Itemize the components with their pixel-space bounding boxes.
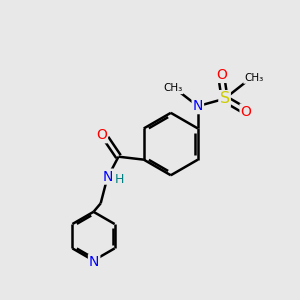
Text: CH₃: CH₃ <box>163 83 182 93</box>
Text: N: N <box>89 255 99 269</box>
Text: N: N <box>193 99 203 113</box>
Text: N: N <box>103 169 113 184</box>
Text: S: S <box>220 91 230 106</box>
Text: O: O <box>216 68 227 82</box>
Text: O: O <box>241 104 251 118</box>
Text: CH₃: CH₃ <box>244 73 263 83</box>
Text: O: O <box>96 128 107 142</box>
Text: H: H <box>115 173 124 186</box>
